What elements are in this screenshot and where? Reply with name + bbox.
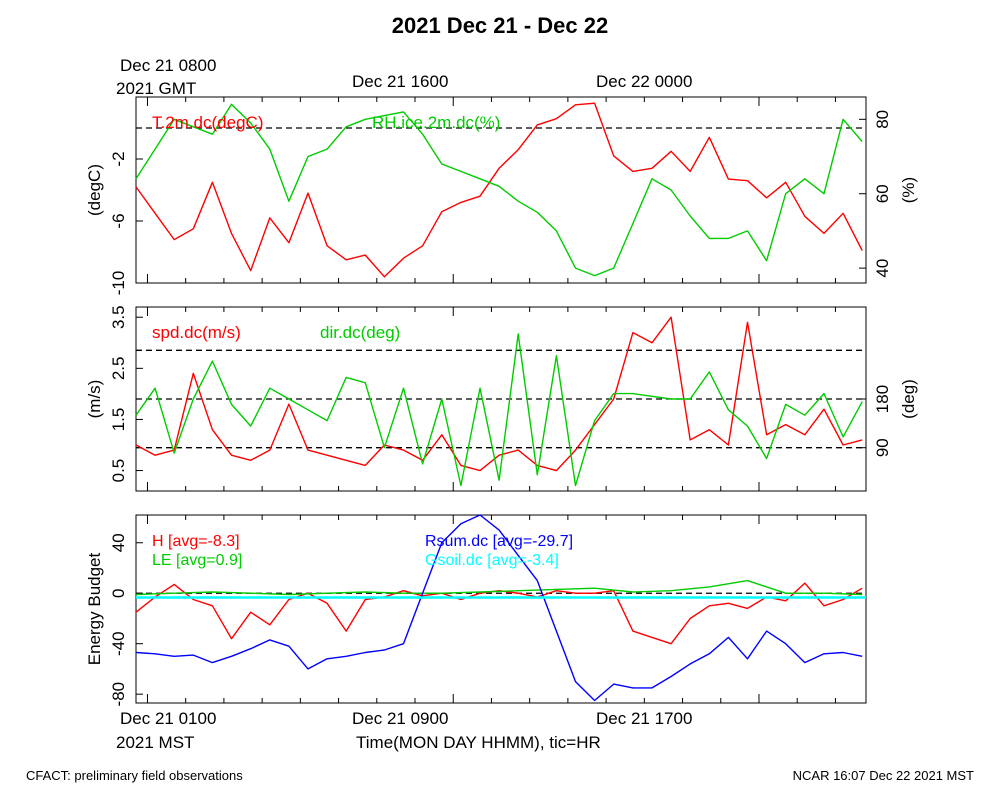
top-axis-tick-label-a: Dec 21 1600 (352, 72, 449, 91)
panel-1-right-tick-label: 40 (873, 259, 892, 278)
panel-1-right-tick-label: 60 (873, 184, 892, 203)
panel-3-series-line-3 (135, 514, 863, 702)
top-axis-tick-label-b: Dec 22 0000 (596, 72, 693, 91)
panel-1-left-tick-label: -2 (109, 151, 128, 166)
panel-3-legend-entry-3: Rsum.dc [avg=-29.7] (425, 533, 573, 550)
panel-2-left-tick-label: 1.5 (109, 408, 128, 432)
panel-1-right-axis-label: (%) (899, 177, 918, 203)
panel-2-legend-entry-1: spd.dc(m/s) (152, 323, 241, 342)
footer-right: NCAR 16:07 Dec 22 2021 MST (792, 768, 974, 783)
x-axis-title: Time(MON DAY HHMM), tic=HR (356, 733, 601, 752)
panel-3-left-axis-label: Energy Budget (85, 552, 104, 665)
footer-left: CFACT: preliminary field observations (26, 768, 243, 783)
panel-2-right-tick-label: 180 (873, 385, 892, 413)
panel-3-legend-entry-4: Gsoil.dc [avg=-3.4] (425, 552, 559, 569)
panel-1-legend-entry-2: RH.ice.2m.dc(%) (372, 113, 500, 132)
panel-1-left-tick-label: -10 (109, 271, 128, 296)
panel-3-frame (135, 514, 867, 704)
bottom-axis-tick-label-a: Dec 21 0900 (352, 709, 449, 728)
panel-2-left-tick-label: 2.5 (109, 357, 128, 381)
panel-1-left-tick-label: -6 (109, 213, 128, 228)
panel-3-series-line-1 (135, 582, 863, 645)
panel-1-right-tick-label: 80 (873, 110, 892, 129)
panel-2-left-axis-label: (m/s) (85, 380, 104, 419)
panel-2-series-line-1 (135, 316, 863, 472)
panel-1-legend-entry-1: T.2m.dc(degC) (152, 113, 263, 132)
bottom-axis-tick-label-b: Dec 21 1700 (596, 709, 693, 728)
panel-3-left-tick-label: -40 (109, 631, 128, 656)
panel-3-left-tick-label: 40 (109, 533, 128, 552)
panel-1-series-line-2 (135, 103, 863, 277)
panel-1-series-line-1 (135, 102, 863, 278)
top-axis-start-label: Dec 21 0800 (120, 56, 217, 75)
bottom-axis-zone-label: 2021 MST (116, 733, 195, 752)
chart-title: 2021 Dec 21 - Dec 22 (391, 13, 609, 38)
bottom-axis-start-label: Dec 21 0100 (120, 709, 217, 728)
panel-2-right-tick-label: 90 (873, 438, 892, 457)
panel-2-right-axis-label: (deg) (899, 379, 918, 419)
panel-3-series-line-2 (135, 579, 863, 596)
panel-2-left-tick-label: 3.5 (109, 305, 128, 329)
panel-3-left-tick-label: 0 (109, 588, 128, 597)
panel-2-left-tick-label: 0.5 (109, 459, 128, 483)
panel-2-legend-entry-2: dir.dc(deg) (320, 323, 400, 342)
panel-3-left-tick-label: -80 (109, 682, 128, 707)
panel-3-legend-entry-2: LE [avg=0.9] (152, 552, 242, 569)
panel-2-series-line-2 (135, 333, 863, 487)
panel-1-left-axis-label: (degC) (85, 164, 104, 216)
panel-3-legend-entry-1: H [avg=-8.3] (152, 533, 240, 550)
top-axis-zone-label: 2021 GMT (116, 79, 197, 98)
panel-1-frame (135, 96, 867, 284)
